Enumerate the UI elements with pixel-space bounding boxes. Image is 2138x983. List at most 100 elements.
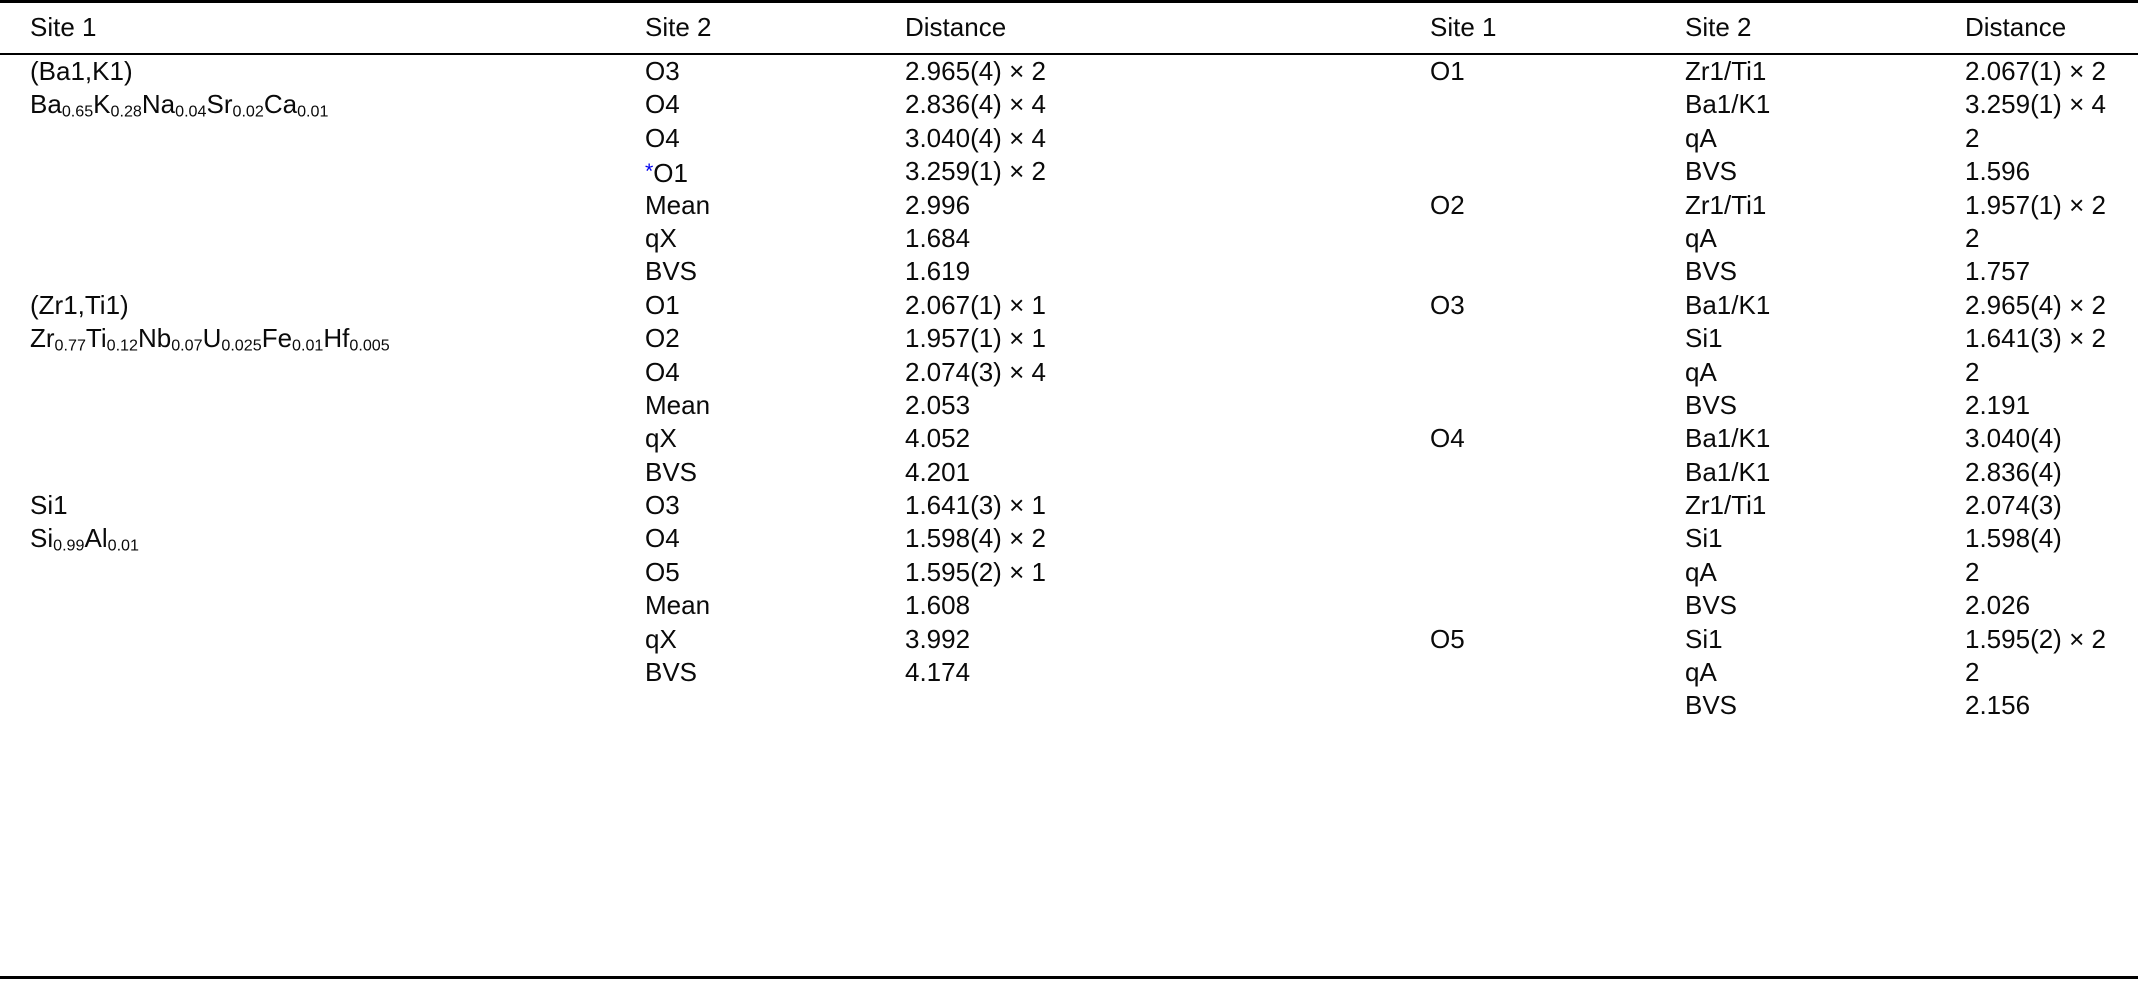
cell-site1-right: [1430, 489, 1685, 522]
cell-site2-right: BVS: [1685, 590, 1738, 621]
cell-site2-left: qX: [645, 423, 677, 454]
cell-distance-left: 4.174: [905, 657, 971, 688]
cell-site2-right: BVS: [1685, 156, 1738, 187]
cell-distance-left: 3.992: [905, 623, 971, 654]
text-segment: O1: [653, 158, 688, 188]
text-segment: Nb: [137, 323, 172, 354]
cell-site1-left: [30, 656, 645, 689]
cell-distance-right: 2.067(1) × 2: [1965, 56, 2106, 86]
cell-site1-left: Zr0.77Ti0.12Nb0.07U0.025Fe0.01Hf0.005: [30, 322, 645, 363]
column-header-site1-right: Site 1: [1430, 12, 1497, 42]
column-header-site2-right: Site 2: [1685, 12, 1752, 42]
subscript: 0.025: [221, 336, 262, 355]
cell-site1-left: Ba0.65K0.28Na0.04Sr0.02Ca0.01: [30, 88, 645, 129]
table-row: O4 2.074(3) × 4 qA 2: [0, 356, 2138, 389]
cell-distance-left: 1.608: [905, 590, 971, 621]
cell-distance-left: 1.595(2) × 1: [905, 556, 1046, 587]
cell-site2-right: Zr1/Ti1: [1685, 490, 1767, 521]
cell-site1-left: [30, 155, 645, 190]
cell-site2-left: *O1: [645, 155, 905, 190]
column-header-site2-left: Site 2: [645, 12, 712, 42]
cell-site1-left: [30, 689, 645, 722]
cell-distance-left: 3.259(1) × 2: [905, 156, 1046, 187]
cell-site2-right: qA: [1685, 556, 1717, 587]
cell-site2-left: BVS: [645, 657, 698, 688]
column-header-distance-left: Distance: [905, 12, 1007, 42]
cell-site1-left: [30, 122, 645, 155]
cell-site1-right: [1430, 656, 1685, 689]
cell-site2-right: qA: [1685, 356, 1717, 387]
footnote-star[interactable]: *: [645, 159, 654, 184]
cell-site2-right: Zr1/Ti1: [1685, 56, 1767, 86]
cell-distance-right: 3.259(1) × 4: [1965, 89, 2106, 120]
subscript: 0.01: [297, 102, 329, 121]
cell-site1-right: [1430, 222, 1685, 255]
text-segment: Si: [30, 523, 54, 554]
cell-distance-right: 3.040(4): [1965, 423, 2062, 454]
cell-site1-right: [1430, 155, 1685, 190]
cell-distance-right: 1.596: [1965, 156, 2031, 187]
cell-site1-right: [1430, 556, 1685, 589]
subscript: 0.77: [54, 336, 86, 355]
text-segment: Sr: [206, 89, 233, 120]
cell-site1-left: (Zr1,Ti1): [30, 289, 129, 320]
cell-distance-right: 2.156: [1965, 690, 2031, 721]
cell-site1-left: Si0.99Al0.01: [30, 522, 645, 563]
text-segment: Al: [84, 523, 108, 554]
cell-distance-left: 1.641(3) × 1: [905, 490, 1046, 521]
cell-distance-left: 2.067(1) × 1: [905, 289, 1046, 320]
table-row: Ba0.65K0.28Na0.04Sr0.02Ca0.01 O4 2.836(4) …: [0, 88, 2138, 121]
cell-distance-right: 1.757: [1965, 256, 2031, 287]
cell-site1-right: O2: [1430, 189, 1465, 220]
cell-site1-left: [30, 389, 645, 422]
subscript: 0.28: [110, 102, 142, 121]
table-row: O4 3.040(4) × 4 qA 2: [0, 122, 2138, 155]
column-header-site1-left: Site 1: [30, 12, 97, 42]
text-segment: Ca: [263, 89, 298, 120]
cell-site1-right: [1430, 389, 1685, 422]
text-segment: Hf: [323, 323, 350, 354]
cell-distance-right: 1.595(2) × 2: [1965, 623, 2106, 654]
cell-site2-left: BVS: [645, 256, 698, 287]
cell-distance-left: 1.619: [905, 256, 971, 287]
cell-distance-left: 4.201: [905, 456, 971, 487]
cell-site2-right: Si1: [1685, 623, 1723, 654]
cell-site2-right: Si1: [1685, 323, 1723, 354]
text-segment: Ba: [30, 89, 62, 120]
cell-distance-left: 1.957(1) × 1: [905, 323, 1046, 354]
cell-site2-right: Ba1/K1: [1685, 456, 1771, 487]
cell-site2-left: qX: [645, 222, 677, 253]
cell-site1-right: O4: [1430, 423, 1465, 454]
cell-site2-left: O1: [645, 289, 680, 320]
cell-site1-left: [30, 456, 645, 489]
cell-site1-right: [1430, 122, 1685, 155]
cell-distance-right: 2: [1965, 356, 1980, 387]
cell-distance-right: 2.074(3): [1965, 490, 2062, 521]
text-segment: Ti: [85, 323, 107, 354]
table-row: BVS 2.156: [0, 689, 2138, 722]
cell-site2-left: O4: [645, 356, 680, 387]
cell-site1-left: [30, 255, 645, 288]
cell-site1-left: [30, 623, 645, 656]
cell-site2-right: Zr1/Ti1: [1685, 189, 1767, 220]
cell-site2-right: BVS: [1685, 256, 1738, 287]
cell-site2-right: Ba1/K1: [1685, 423, 1771, 454]
table-top-rule: [0, 0, 2138, 3]
cell-site2-right: qA: [1685, 657, 1717, 688]
cell-distance-left: 1.598(4) × 2: [905, 523, 1046, 554]
column-header-distance-right: Distance: [1965, 12, 2067, 42]
table-row: Si0.99Al0.01 O4 1.598(4) × 2 Si1 1.598(4): [0, 522, 2138, 555]
table-row: Mean 2.996 O2 Zr1/Ti1 1.957(1) × 2: [0, 189, 2138, 222]
cell-distance-left: 2.965(4) × 2: [905, 56, 1046, 86]
cell-site2-left: O3: [645, 56, 680, 86]
cell-distance-left: 4.052: [905, 423, 971, 454]
cell-site2-right: Ba1/K1: [1685, 289, 1771, 320]
table-row: Mean 2.053 BVS 2.191: [0, 389, 2138, 422]
cell-distance-left: 1.684: [905, 222, 971, 253]
cell-site2-left: O4: [645, 523, 680, 554]
table-row: (Ba1,K1) O3 2.965(4) × 2 O1 Zr1/Ti1 2.067(1) …: [0, 55, 2138, 88]
cell-distance-left: 2.836(4) × 4: [905, 89, 1046, 120]
cell-site2-right: Ba1/K1: [1685, 89, 1771, 120]
cell-site1-right: [1430, 255, 1685, 288]
